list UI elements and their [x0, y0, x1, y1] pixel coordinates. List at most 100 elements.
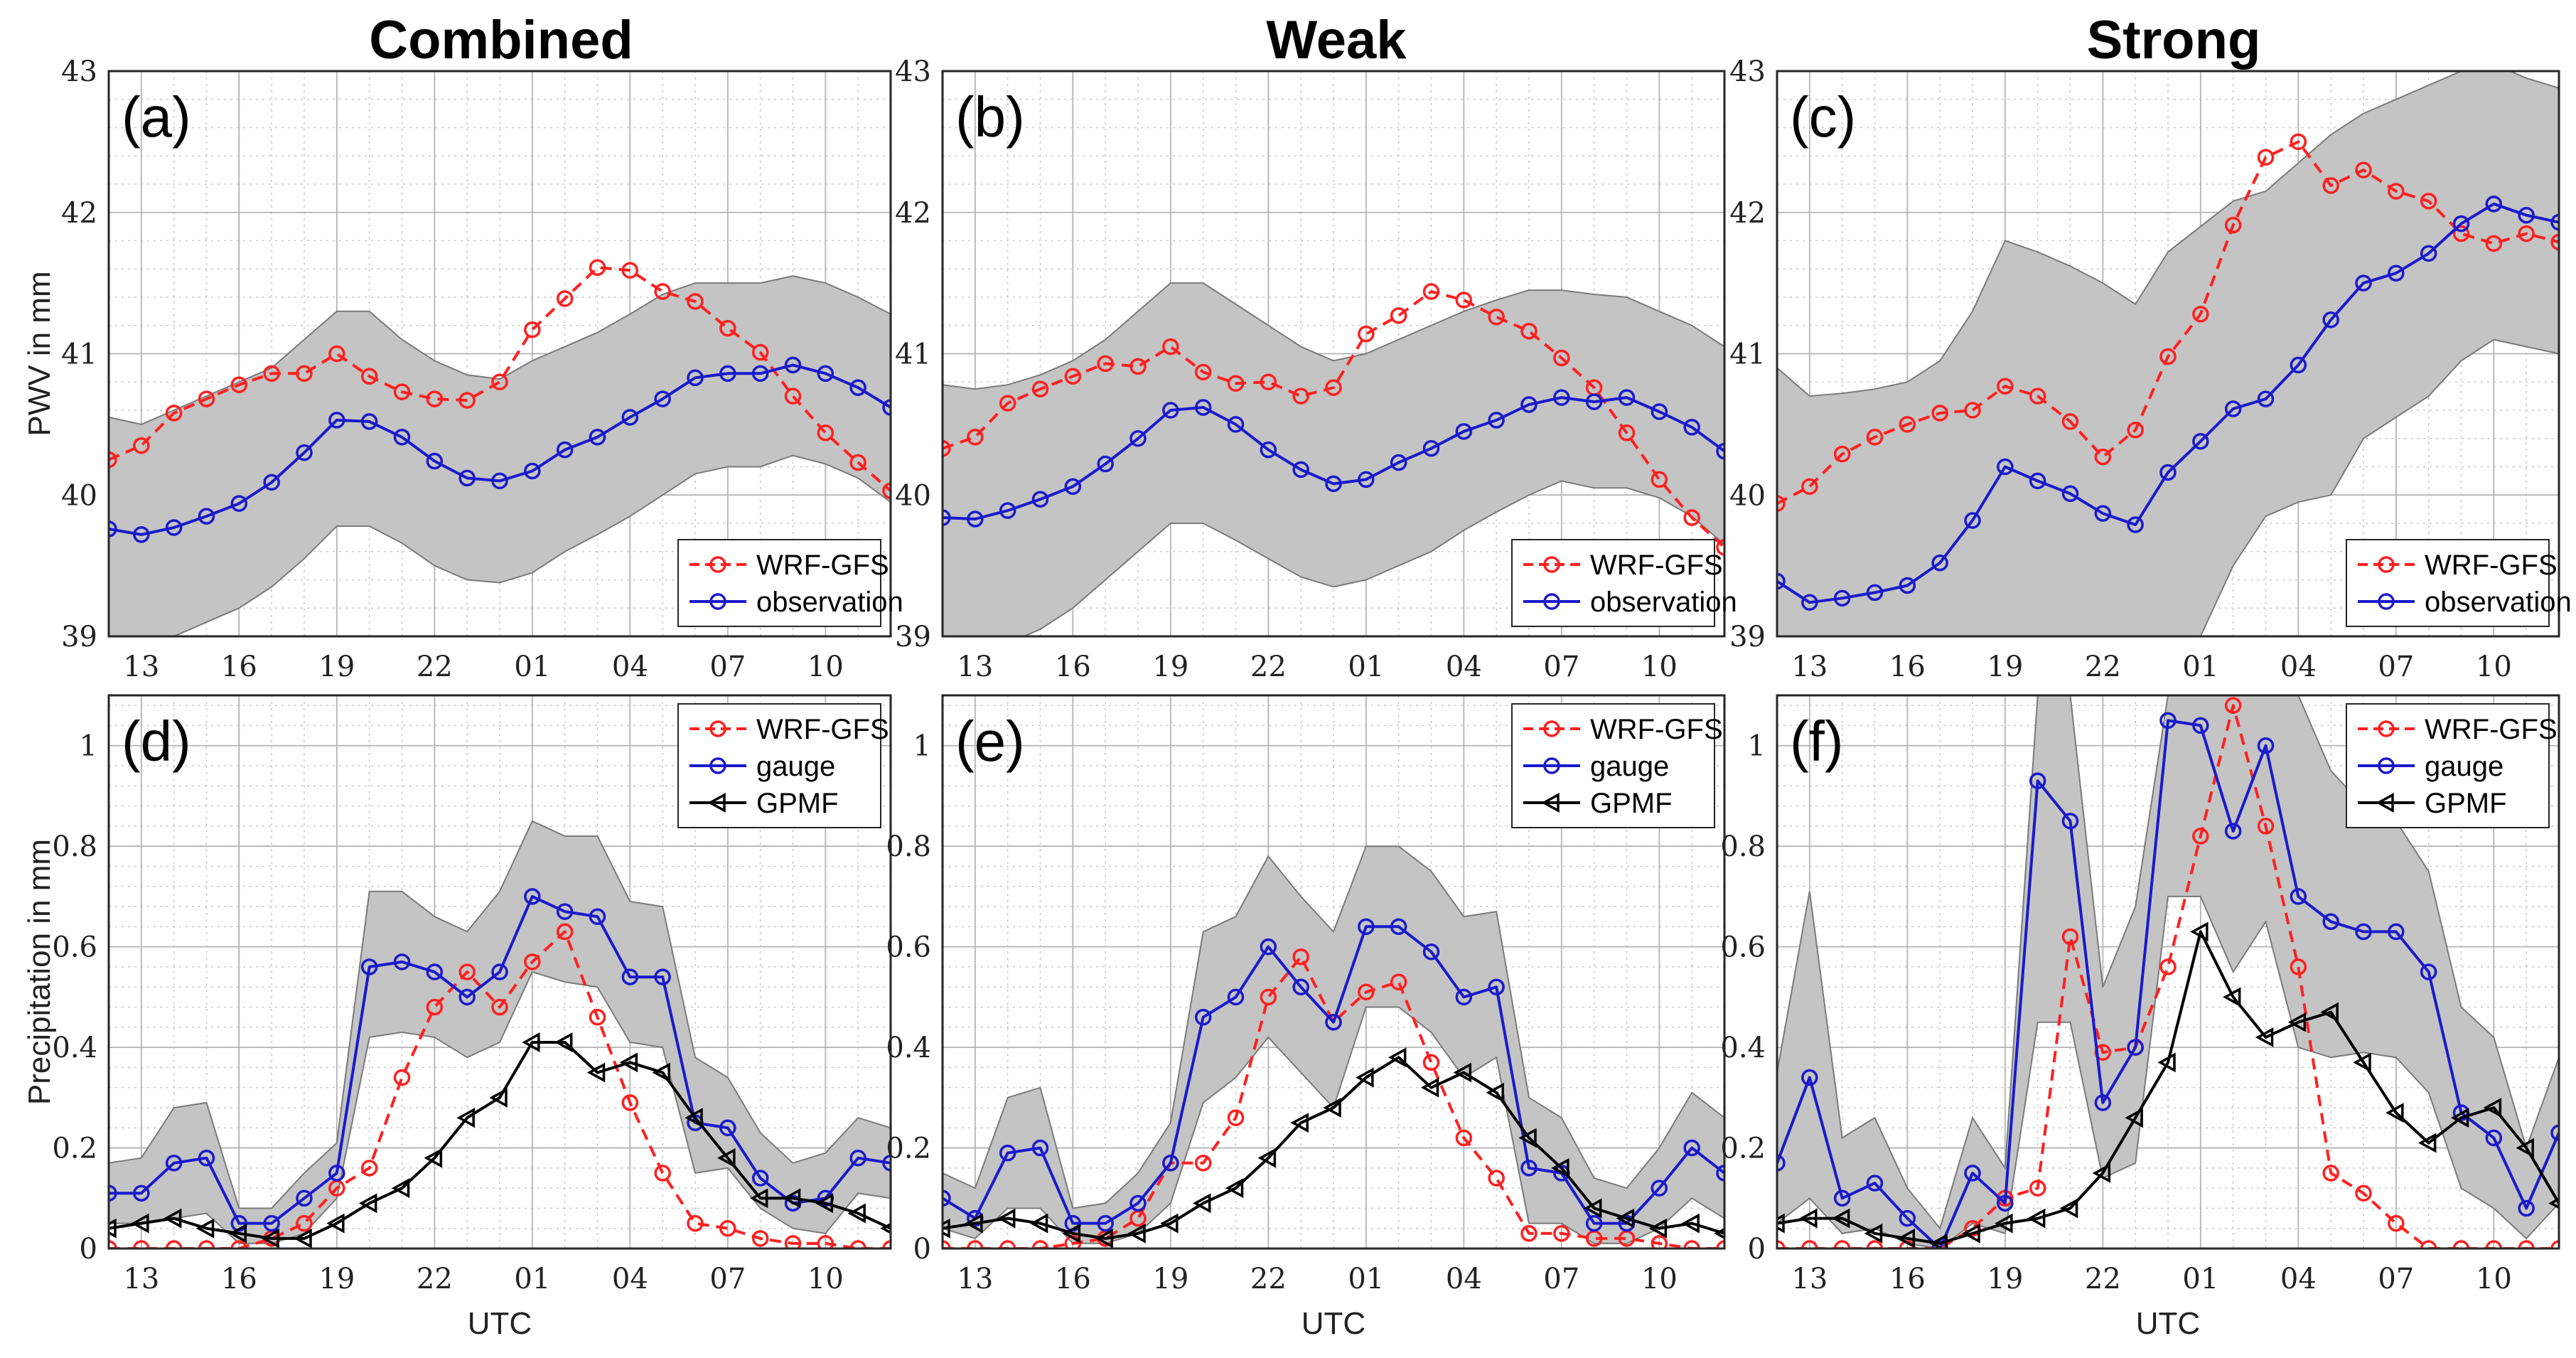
- data-point-gpmf: [163, 1208, 182, 1229]
- data-point-wrf: [2127, 422, 2144, 439]
- data-point-observation: [1651, 1180, 1668, 1197]
- data-point-observation: [1520, 396, 1537, 413]
- data-point-observation: [1292, 461, 1309, 478]
- panel-label: (f): [1790, 710, 1844, 773]
- data-point-observation: [2518, 1199, 2535, 1217]
- y-tick-label: 43: [895, 55, 931, 88]
- x-tick-label: 22: [1250, 651, 1287, 683]
- data-point-wrf: [1801, 478, 1818, 496]
- data-point-wrf: [687, 1214, 704, 1232]
- data-point-wrf: [165, 1240, 183, 1249]
- x-tick-label: 07: [1543, 1263, 1579, 1295]
- data-point-wrf: [589, 1008, 606, 1026]
- data-point-observation: [1031, 491, 1049, 508]
- series-observation: [1777, 196, 2559, 611]
- data-point-observation: [1833, 1189, 1851, 1207]
- data-point-wrf: [556, 923, 574, 941]
- data-point-observation: [296, 1189, 313, 1207]
- legend-label-observation: gauge: [756, 751, 835, 782]
- x-tick-label: 22: [1250, 1263, 1287, 1295]
- data-point-wrf: [621, 262, 639, 279]
- x-tick-label: 13: [1791, 651, 1828, 683]
- data-point-observation: [1899, 577, 1916, 594]
- data-point-gpmf: [1257, 1148, 1277, 1168]
- data-point-gpmf: [1962, 1223, 1980, 1244]
- data-point-observation: [1227, 416, 1245, 433]
- data-point-wrf: [2322, 177, 2339, 194]
- data-point-observation: [2485, 196, 2503, 213]
- legend-marker-observation: [2378, 757, 2395, 774]
- data-point-observation: [393, 429, 411, 446]
- data-point-gpmf: [1551, 1157, 1569, 1178]
- legend-label-gpmf: GPMF: [756, 788, 839, 819]
- data-point-observation: [817, 365, 834, 383]
- panel-label: (a): [122, 85, 191, 149]
- data-point-wrf: [1455, 292, 1473, 309]
- data-point-wrf: [1520, 322, 1537, 340]
- data-point-observation: [849, 379, 866, 396]
- legend-marker-wrf: [1543, 556, 1560, 573]
- data-point-observation: [751, 1170, 769, 1187]
- data-point-observation: [999, 502, 1016, 519]
- data-point-observation: [1866, 584, 1884, 602]
- x-tick-label: 13: [123, 651, 159, 683]
- data-point-wrf: [1325, 379, 1342, 396]
- data-point-observation: [1064, 478, 1082, 496]
- data-point-wrf: [2061, 413, 2079, 430]
- series-line-gpmf: [943, 1056, 1724, 1240]
- data-point-gpmf: [2092, 1162, 2111, 1183]
- data-point-wrf: [1931, 405, 1948, 422]
- data-point-observation: [1129, 1194, 1147, 1212]
- y-tick-label: 42: [895, 197, 931, 230]
- legend-marker-wrf: [1543, 720, 1560, 737]
- data-point-wrf: [296, 1214, 313, 1232]
- data-point-wrf: [2388, 183, 2405, 200]
- data-point-observation: [943, 509, 951, 526]
- data-point-wrf: [426, 998, 444, 1016]
- data-point-gpmf: [1777, 1213, 1785, 1234]
- data-point-observation: [1422, 943, 1440, 961]
- y-tick-label: 0.4: [1720, 1032, 1766, 1064]
- data-point-observation: [198, 1149, 215, 1167]
- data-point-wrf: [2420, 1240, 2437, 1249]
- legend-box: [677, 539, 881, 627]
- data-point-observation: [1931, 1240, 1948, 1249]
- data-point-wrf: [1455, 1129, 1473, 1147]
- x-tick-label: 04: [2280, 1263, 2317, 1295]
- data-point-gpmf: [2386, 1103, 2404, 1123]
- y-tick-label: 1: [80, 730, 97, 763]
- data-point-observation: [524, 462, 541, 480]
- data-point-gpmf: [424, 1148, 443, 1168]
- data-point-observation: [2257, 737, 2275, 754]
- data-point-observation: [1964, 512, 1981, 529]
- y-axis-label: Precipitation in mm: [22, 839, 57, 1105]
- panel-b: 39 40 41 42 43 13 16 19 22 01 04 07 10 (b) WRF-GFS obse…: [895, 55, 1737, 683]
- data-point-observation: [2061, 813, 2079, 830]
- data-point-observation: [1292, 978, 1309, 995]
- y-tick-label: 40: [1729, 479, 1766, 512]
- data-point-observation: [2355, 923, 2372, 941]
- data-point-gpmf: [1799, 1208, 1818, 1229]
- data-point-wrf: [2518, 1240, 2535, 1249]
- data-point-gpmf: [131, 1213, 149, 1234]
- x-tick-label: 13: [957, 1263, 993, 1295]
- legend-label-wrf: WRF-GFS: [2425, 714, 2558, 745]
- data-point-wrf: [2290, 958, 2307, 975]
- data-point-wrf: [2518, 225, 2535, 242]
- data-point-observation: [2257, 390, 2275, 407]
- data-point-observation: [393, 953, 411, 971]
- data-point-observation: [426, 452, 444, 470]
- y-tick-label: 41: [1729, 338, 1766, 371]
- legend-marker-observation: [1543, 757, 1560, 774]
- data-point-wrf: [458, 392, 476, 409]
- panel-a: 39 40 41 42 43 13 16 19 22 01 04 07 10 PWV in mm (a) WR…: [22, 55, 903, 683]
- data-point-wrf: [2192, 306, 2209, 323]
- data-point-observation: [1488, 978, 1505, 995]
- data-point-wrf: [751, 1230, 769, 1247]
- legend-box: [2346, 539, 2550, 627]
- data-point-wrf: [2029, 1180, 2046, 1197]
- legend-marker-wrf: [2378, 556, 2395, 573]
- data-point-wrf: [687, 293, 704, 310]
- data-point-wrf: [2257, 818, 2275, 835]
- data-point-observation: [165, 1155, 183, 1172]
